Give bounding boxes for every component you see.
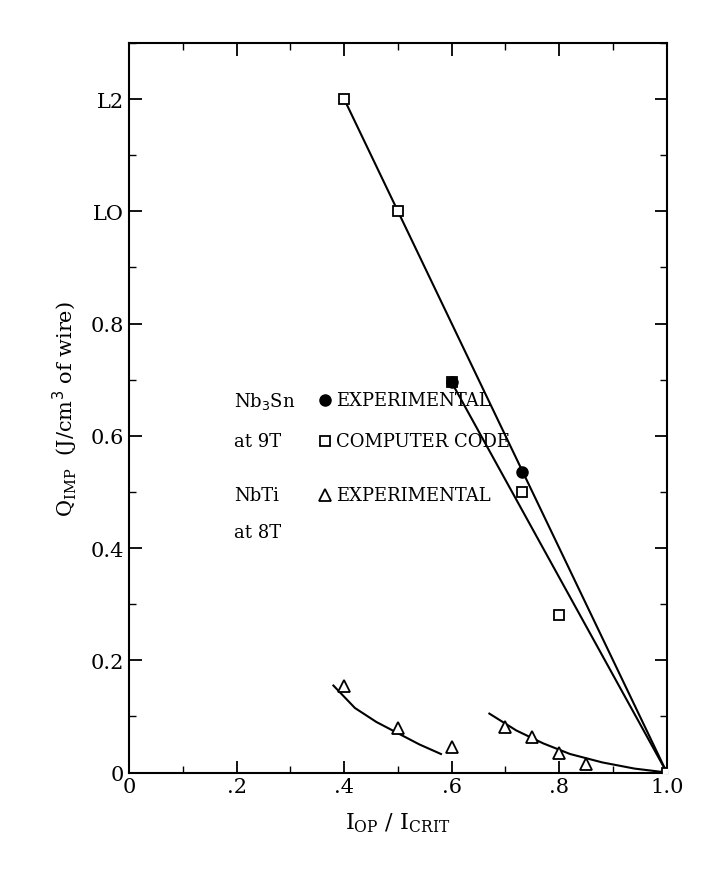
Text: at 9T: at 9T: [234, 432, 281, 450]
Text: Nb$_3$Sn: Nb$_3$Sn: [234, 391, 295, 412]
Text: EXPERIMENTAL: EXPERIMENTAL: [336, 392, 490, 410]
Text: COMPUTER CODE: COMPUTER CODE: [336, 432, 510, 450]
Text: NbTi: NbTi: [234, 486, 279, 505]
Text: EXPERIMENTAL: EXPERIMENTAL: [336, 486, 490, 505]
X-axis label: I$_{\mathregular{OP}}$ / I$_{\mathregular{CRIT}}$: I$_{\mathregular{OP}}$ / I$_{\mathregula…: [345, 810, 451, 834]
Y-axis label: Q$_{\mathregular{IMP}}$  (J/cm$^3$ of wire): Q$_{\mathregular{IMP}}$ (J/cm$^3$ of wir…: [50, 300, 80, 516]
Text: at 8T: at 8T: [234, 523, 281, 541]
